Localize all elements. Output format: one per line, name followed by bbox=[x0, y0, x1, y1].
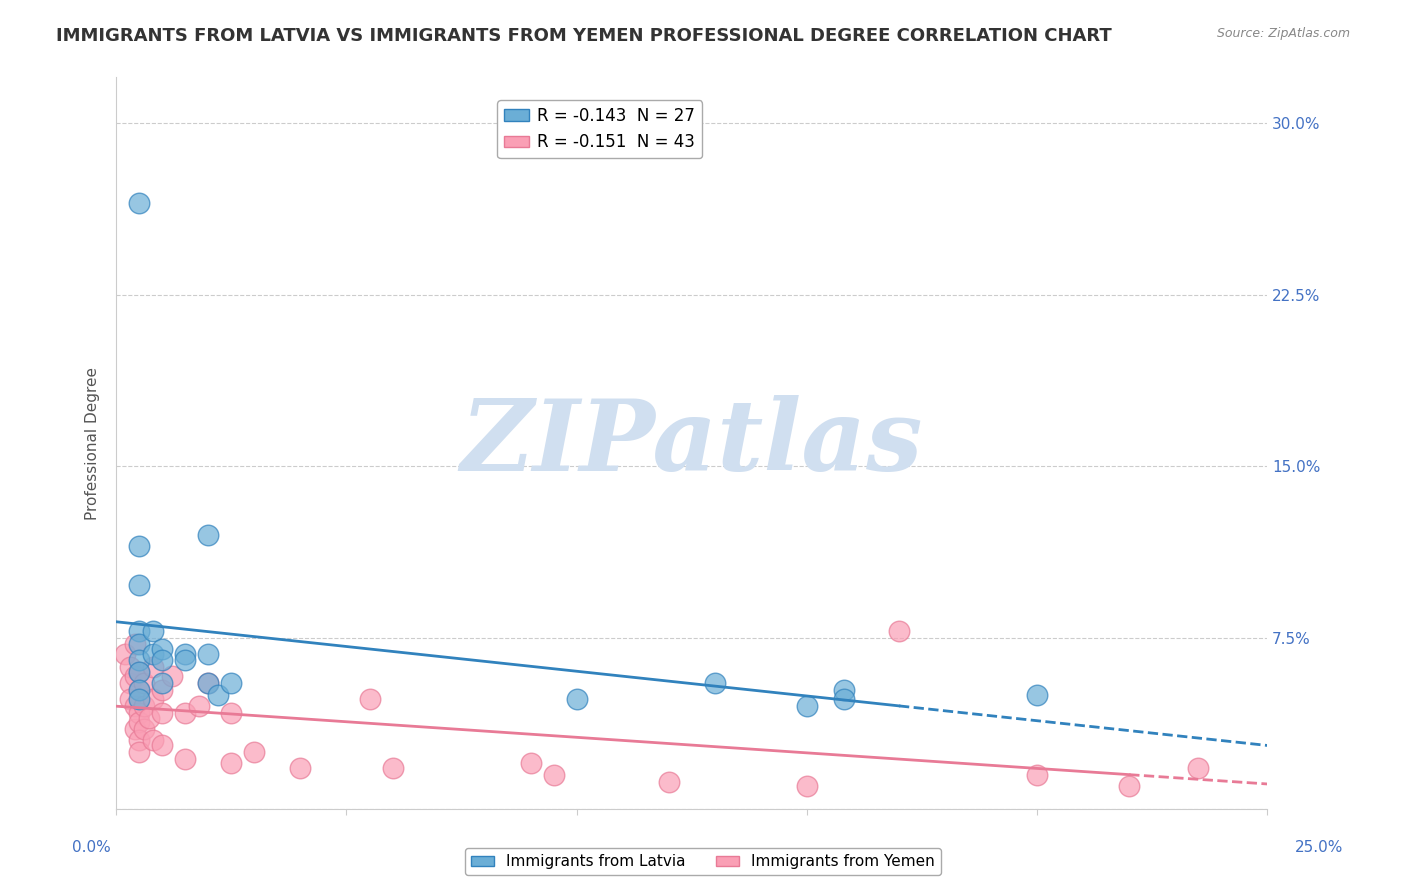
Point bbox=[160, 669, 183, 683]
Point bbox=[290, 761, 312, 775]
Point bbox=[128, 637, 150, 651]
Point bbox=[114, 647, 136, 661]
Point bbox=[128, 653, 150, 667]
Point bbox=[142, 660, 165, 674]
Text: IMMIGRANTS FROM LATVIA VS IMMIGRANTS FROM YEMEN PROFESSIONAL DEGREE CORRELATION : IMMIGRANTS FROM LATVIA VS IMMIGRANTS FRO… bbox=[56, 27, 1112, 45]
Text: ZIPatlas: ZIPatlas bbox=[461, 395, 922, 491]
Point bbox=[150, 706, 173, 720]
Point bbox=[120, 660, 142, 674]
Point bbox=[703, 676, 725, 690]
Point bbox=[207, 688, 229, 702]
Point bbox=[128, 578, 150, 592]
Point bbox=[124, 722, 146, 736]
Point bbox=[1026, 688, 1049, 702]
Point bbox=[197, 527, 219, 541]
Point bbox=[128, 692, 150, 706]
Point bbox=[142, 647, 165, 661]
Point bbox=[142, 733, 165, 747]
Point bbox=[1187, 761, 1209, 775]
Point bbox=[796, 699, 818, 714]
Point bbox=[243, 745, 266, 759]
Point bbox=[1118, 779, 1140, 793]
Point bbox=[128, 683, 150, 698]
Point bbox=[221, 676, 243, 690]
Point bbox=[142, 624, 165, 638]
Y-axis label: Professional Degree: Professional Degree bbox=[86, 367, 100, 520]
Point bbox=[832, 692, 855, 706]
Point bbox=[128, 733, 150, 747]
Point bbox=[128, 706, 150, 720]
Point bbox=[796, 779, 818, 793]
Point bbox=[120, 692, 142, 706]
Point bbox=[150, 738, 173, 752]
Point bbox=[221, 706, 243, 720]
Point bbox=[132, 676, 155, 690]
Point bbox=[132, 699, 155, 714]
Point bbox=[128, 683, 150, 698]
Point bbox=[1026, 768, 1049, 782]
Point bbox=[658, 774, 681, 789]
Legend: Immigrants from Latvia, Immigrants from Yemen: Immigrants from Latvia, Immigrants from … bbox=[465, 848, 941, 875]
Point bbox=[124, 699, 146, 714]
Point bbox=[381, 761, 404, 775]
Point bbox=[565, 692, 588, 706]
Point bbox=[174, 706, 197, 720]
Point bbox=[150, 642, 173, 657]
Point bbox=[128, 665, 150, 679]
Point bbox=[221, 756, 243, 771]
Point bbox=[832, 683, 855, 698]
Point bbox=[197, 676, 219, 690]
Point bbox=[197, 647, 219, 661]
Text: Source: ZipAtlas.com: Source: ZipAtlas.com bbox=[1216, 27, 1350, 40]
Point bbox=[174, 752, 197, 766]
Point bbox=[142, 692, 165, 706]
Point bbox=[128, 745, 150, 759]
Point bbox=[128, 624, 150, 638]
Point bbox=[174, 647, 197, 661]
Point bbox=[124, 637, 146, 651]
Point bbox=[138, 710, 160, 724]
Legend: R = -0.143  N = 27, R = -0.151  N = 43: R = -0.143 N = 27, R = -0.151 N = 43 bbox=[498, 101, 702, 158]
Point bbox=[543, 768, 565, 782]
Point bbox=[120, 676, 142, 690]
Point bbox=[150, 683, 173, 698]
Point bbox=[174, 653, 197, 667]
Point bbox=[197, 676, 219, 690]
Point bbox=[150, 676, 173, 690]
Text: 0.0%: 0.0% bbox=[72, 840, 111, 855]
Point bbox=[128, 665, 150, 679]
Point bbox=[128, 539, 150, 553]
Point bbox=[132, 722, 155, 736]
Point bbox=[150, 653, 173, 667]
Text: 25.0%: 25.0% bbox=[1295, 840, 1343, 855]
Point bbox=[128, 196, 150, 211]
Point bbox=[128, 715, 150, 730]
Point bbox=[887, 624, 910, 638]
Point bbox=[519, 756, 541, 771]
Point bbox=[359, 692, 381, 706]
Point bbox=[188, 699, 211, 714]
Point bbox=[124, 669, 146, 683]
